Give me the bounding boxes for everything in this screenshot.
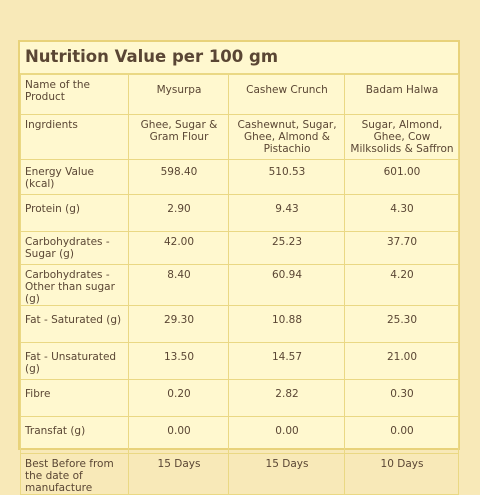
row-label: Ingrdients [20,114,129,160]
table-row: Fat - Unsaturated (g) 13.50 14.57 21.00 [20,342,459,380]
value-cell: 60.94 [228,264,345,306]
value-cell: 601.00 [344,159,459,195]
value-cell: 14.57 [228,342,345,380]
value-cell: 0.20 [128,379,229,417]
value-cell: 8.40 [128,264,229,306]
value-cell: 0.30 [344,379,459,417]
value-cell: 10 Days [344,453,459,495]
value-cell: 510.53 [228,159,345,195]
value-cell: 25.30 [344,305,459,343]
table-row: Fibre 0.20 2.82 0.30 [20,379,459,417]
value-cell: 0.00 [344,416,459,454]
row-label: Fat - Unsaturated (g) [20,342,129,380]
table-row: Transfat (g) 0.00 0.00 0.00 [20,416,459,454]
value-cell: Ghee, Sugar & Gram Flour [128,114,229,160]
nutrition-table: Name of the Product Mysurpa Cashew Crunc… [20,74,459,495]
value-cell: 4.20 [344,264,459,306]
nutrition-card: Nutrition Value per 100 gm Name of the P… [18,40,460,495]
row-label: Energy Value (kcal) [20,159,129,195]
value-cell: 4.30 [344,194,459,232]
value-cell: 15 Days [228,453,345,495]
table-title: Nutrition Value per 100 gm [20,42,458,74]
row-label: Carbohydrates - Other than sugar (g) [20,264,129,306]
value-cell: 2.82 [228,379,345,417]
value-cell: 13.50 [128,342,229,380]
value-cell: 598.40 [128,159,229,195]
header-cell-cashew-crunch: Cashew Crunch [228,74,345,115]
value-cell: 42.00 [128,231,229,265]
table-row: Fat - Saturated (g) 29.30 10.88 25.30 [20,305,459,343]
value-cell: Cashewnut, Sugar, Ghee, Almond & Pistach… [228,114,345,160]
row-label: Transfat (g) [20,416,129,454]
row-label: Best Before from the date of manufacture [20,453,129,495]
value-cell: 0.00 [228,416,345,454]
header-cell-mysurpa: Mysurpa [128,74,229,115]
table-row: Carbohydrates - Other than sugar (g) 8.40… [20,264,459,306]
value-cell: 15 Days [128,453,229,495]
value-cell: 0.00 [128,416,229,454]
row-label: Fat - Saturated (g) [20,305,129,343]
table-row: Ingrdients Ghee, Sugar & Gram Flour Cashew… [20,114,459,160]
header-cell-product: Name of the Product [20,74,129,115]
value-cell: 37.70 [344,231,459,265]
table-row: Carbohydrates - Sugar (g) 42.00 25.23 37.70 [20,231,459,265]
row-label: Carbohydrates - Sugar (g) [20,231,129,265]
value-cell: 29.30 [128,305,229,343]
value-cell: Sugar, Almond, Ghee, Cow Milksolids & Sa… [344,114,459,160]
value-cell: 21.00 [344,342,459,380]
table-row: Best Before from the date of manufacture… [20,453,459,495]
row-label: Protein (g) [20,194,129,232]
table-row: Protein (g) 2.90 9.43 4.30 [20,194,459,232]
value-cell: 10.88 [228,305,345,343]
row-label: Fibre [20,379,129,417]
table-row: Energy Value (kcal) 598.40 510.53 601.00 [20,159,459,195]
value-cell: 2.90 [128,194,229,232]
header-cell-badam-halwa: Badam Halwa [344,74,459,115]
value-cell: 9.43 [228,194,345,232]
header-row: Name of the Product Mysurpa Cashew Crunc… [20,74,459,115]
value-cell: 25.23 [228,231,345,265]
page-background: Nutrition Value per 100 gm Name of the P… [18,40,460,495]
